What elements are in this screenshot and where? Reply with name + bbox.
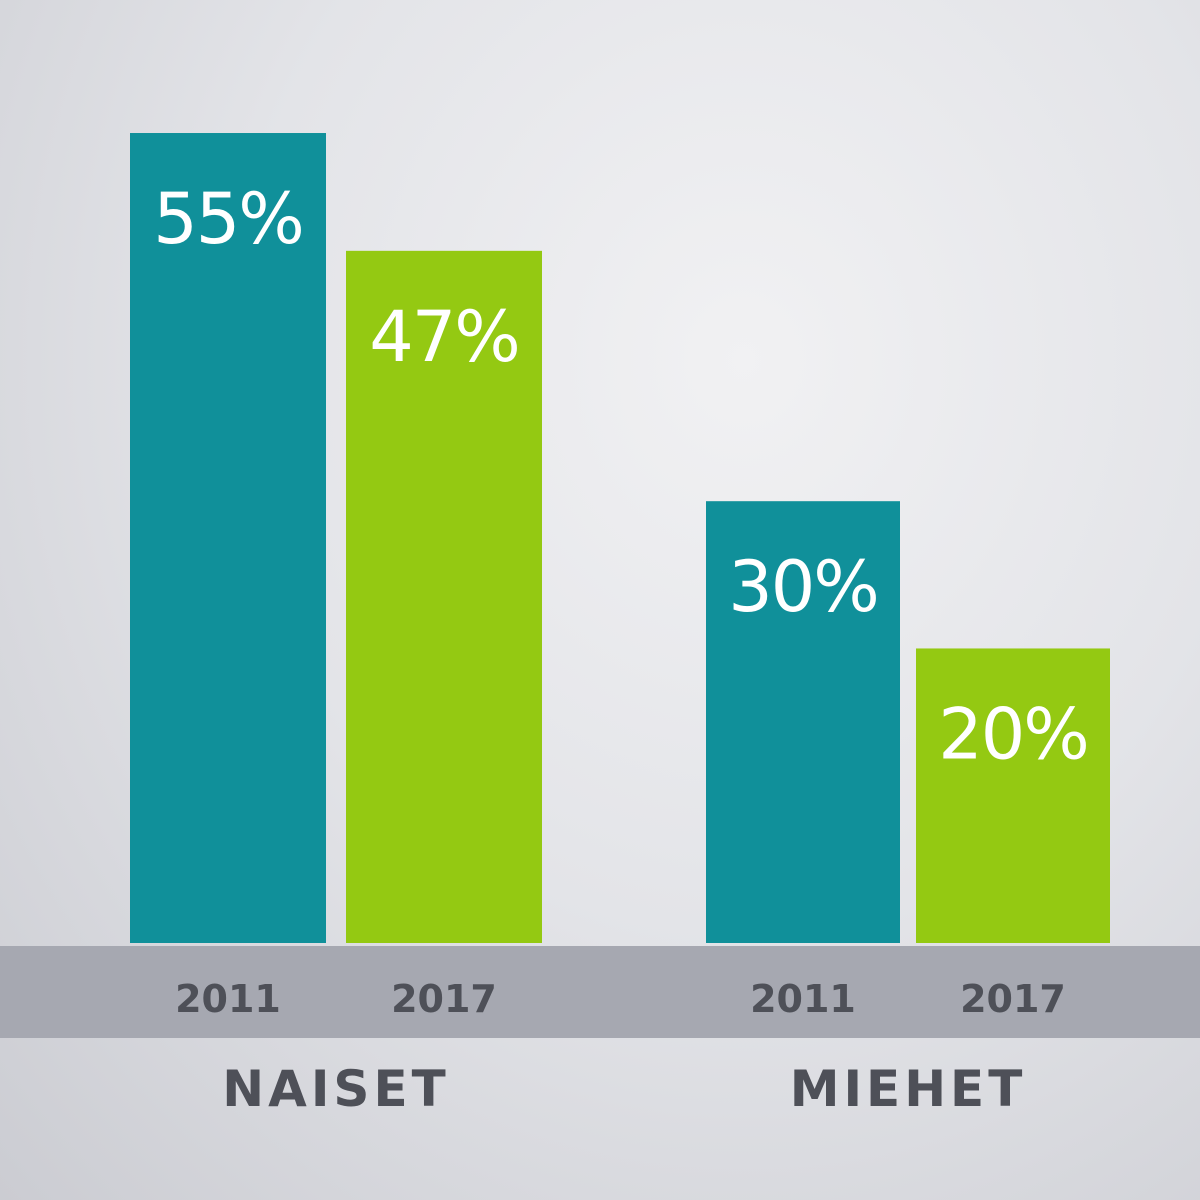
bar-value-label: 30%	[728, 546, 878, 628]
year-tick-label: 2017	[960, 977, 1066, 1021]
bars-layer	[130, 133, 1110, 943]
year-tick-label: 2017	[391, 977, 497, 1021]
axis-band	[0, 946, 1200, 1038]
bar-value-label: 20%	[938, 693, 1088, 775]
group-label-miehet: MIEHET	[790, 1060, 1027, 1118]
bar-naiset-2011	[130, 133, 326, 943]
labels-layer: 55% 2011 47% 2017 NAISET 30% 2011 20% 2017 MIEHET	[153, 178, 1090, 1118]
bar-naiset-2017	[346, 250, 542, 943]
year-tick-label: 2011	[175, 977, 281, 1021]
group-label-naiset: NAISET	[222, 1060, 449, 1118]
bar-miehet-2011	[706, 501, 900, 943]
bar-value-label: 47%	[369, 296, 519, 378]
bar-miehet-2017	[916, 648, 1110, 943]
year-tick-label: 2011	[750, 977, 856, 1021]
bar-value-label: 55%	[153, 178, 303, 260]
